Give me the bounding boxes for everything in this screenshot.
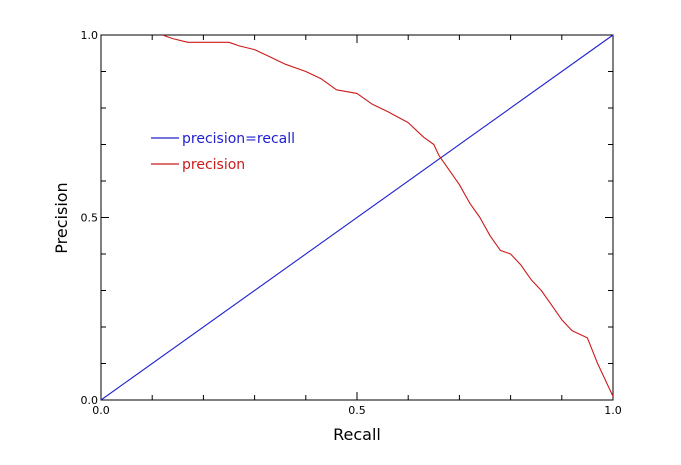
- legend-label: precision=recall: [182, 131, 295, 147]
- x-axis-label: Recall: [333, 425, 381, 444]
- x-tick-label: 0.5: [348, 404, 366, 417]
- tick-labels: 0.0 0.5 1.0 0.0 0.5 1.0: [81, 29, 622, 417]
- y-axis-label: Precision: [52, 182, 71, 253]
- y-tick-label: 0.5: [81, 212, 99, 225]
- axis-ticks: [100, 34, 614, 401]
- legend-item: precision: [151, 157, 245, 173]
- series-line-precision-equals-recall: [100, 34, 614, 401]
- series-lines: [100, 34, 614, 401]
- x-tick-label: 0.0: [92, 404, 110, 417]
- legend-item: precision=recall: [151, 131, 295, 147]
- x-tick-label: 1.0: [604, 404, 622, 417]
- series-line-precision: [162, 34, 614, 397]
- legend-label: precision: [182, 157, 245, 173]
- legend: precision=recall precision: [151, 131, 295, 173]
- y-tick-label: 1.0: [81, 29, 99, 42]
- y-tick-label: 0.0: [81, 394, 99, 407]
